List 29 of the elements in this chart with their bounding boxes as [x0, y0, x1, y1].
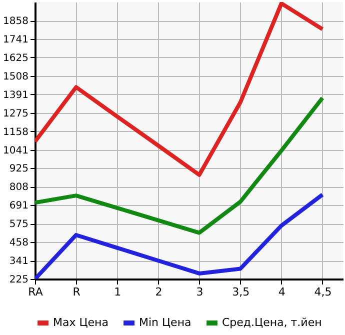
- legend-label: Сред.Цена, т.йен: [222, 316, 322, 329]
- y-tick-label: 1741: [3, 34, 28, 46]
- x-tick-label: 4,5: [314, 286, 332, 298]
- y-tick-label: 341: [9, 256, 28, 268]
- y-tick-label: 225: [9, 274, 28, 286]
- x-tick-label: R: [72, 286, 81, 298]
- y-tick-label: 1858: [3, 16, 28, 28]
- y-tick-label: 1275: [3, 108, 28, 120]
- y-tick-label: 691: [9, 200, 28, 212]
- legend-label: Min Цена: [139, 316, 192, 329]
- y-tick-label: 575: [9, 219, 28, 230]
- line-series: [35, 2, 324, 177]
- x-tick-label: RA: [28, 286, 44, 298]
- y-tick-label: 1508: [3, 71, 28, 82]
- line-series: [35, 192, 324, 279]
- x-tick-label: 1: [114, 286, 122, 298]
- x-tick-label: 3: [196, 286, 204, 298]
- x-tick-label: 2: [155, 286, 162, 298]
- x-tick-label: 4: [278, 286, 286, 298]
- x-tick-label: 3,5: [232, 286, 250, 298]
- y-tick-label: 925: [9, 164, 28, 175]
- y-tick-label: 808: [9, 182, 28, 194]
- y-tick-label: 458: [9, 238, 28, 249]
- y-tick-label: 1158: [3, 126, 28, 138]
- y-tick-label: 1041: [3, 145, 28, 156]
- line-series: [35, 96, 324, 235]
- y-tick-label: 1625: [3, 52, 28, 64]
- legend-label: Max Цена: [53, 316, 108, 329]
- y-tick-label: 1391: [3, 90, 28, 101]
